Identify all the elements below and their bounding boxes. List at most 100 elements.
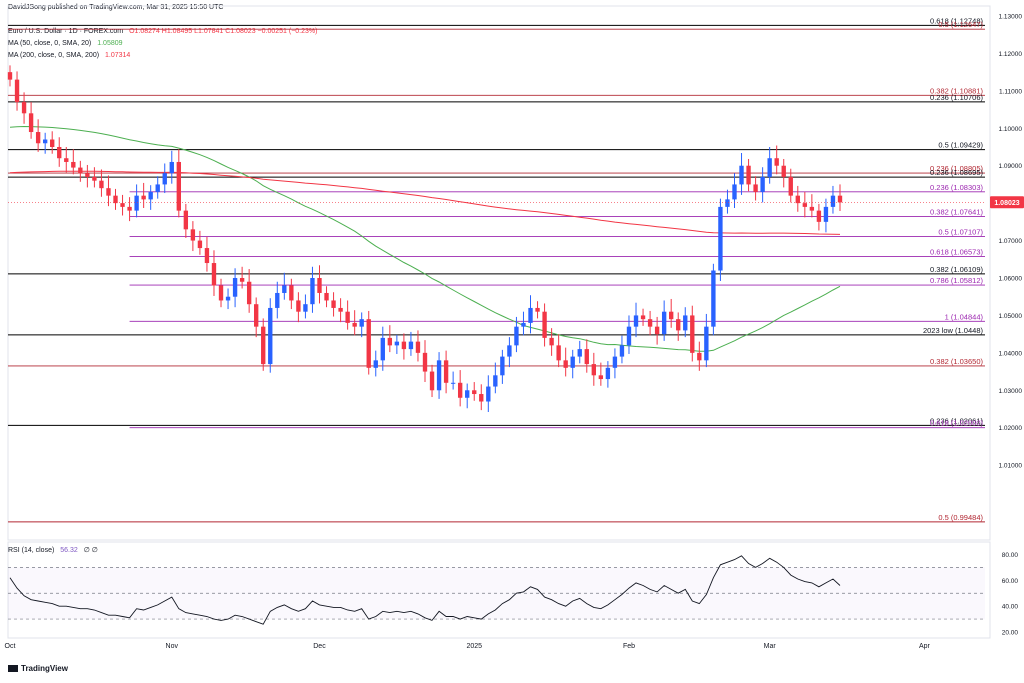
- candle-body: [683, 315, 688, 331]
- candle-body: [359, 319, 364, 327]
- candle: [282, 272, 287, 300]
- candle-body: [584, 349, 589, 365]
- level-label: 0.5 (0.99484): [938, 513, 983, 522]
- price-axis-tick-label: 1.06000: [999, 276, 1023, 283]
- candle-body: [486, 386, 491, 402]
- candle-body: [246, 281, 252, 305]
- candle: [450, 371, 456, 390]
- candle: [542, 303, 547, 347]
- candle: [718, 198, 723, 281]
- candle: [71, 149, 76, 175]
- candle-body: [422, 352, 428, 372]
- instrument-name[interactable]: Euro / U.S. Dollar · 1D · FOREX.com: [8, 28, 124, 35]
- level-label: 0.382 (1.06109): [930, 265, 983, 274]
- level-label: 0.786 (1.05812): [930, 276, 983, 285]
- candle: [246, 269, 252, 313]
- candle: [690, 305, 695, 362]
- candle-body: [324, 292, 329, 301]
- candle: [774, 145, 779, 175]
- price-axis-tick-label: 1.09000: [999, 163, 1023, 170]
- candle: [113, 188, 118, 210]
- candle-body: [261, 326, 266, 365]
- candle: [528, 295, 533, 334]
- candle-body: [197, 240, 203, 249]
- candle: [556, 334, 561, 368]
- candle: [429, 364, 435, 398]
- candle-body: [28, 113, 34, 133]
- candle-body: [275, 292, 280, 308]
- price-axis-tick-label: 1.10000: [999, 126, 1023, 133]
- level-label: 0.236 (1.10706): [930, 93, 983, 102]
- candle: [169, 150, 174, 184]
- candle-body: [42, 139, 48, 144]
- candle: [788, 168, 793, 203]
- level-label: 0.382 (1.10881): [930, 86, 983, 95]
- candle: [816, 203, 822, 231]
- candle-body: [120, 203, 125, 207]
- candle-body: [704, 326, 709, 361]
- candle: [261, 318, 266, 371]
- candle: [232, 268, 238, 308]
- candle: [296, 292, 301, 323]
- level-label: 1 (1.04844): [945, 312, 984, 321]
- candle: [465, 383, 470, 409]
- candle-body: [718, 206, 723, 271]
- candle-body: [732, 184, 737, 200]
- candle-body: [514, 326, 519, 346]
- candle-body: [387, 337, 393, 346]
- candle: [64, 147, 69, 173]
- instrument-legend: Euro / U.S. Dollar · 1D · FOREX.com O1.0…: [8, 28, 321, 35]
- candle: [106, 175, 111, 207]
- ma50-legend[interactable]: MA (50, close, 0, SMA, 20) 1.05809: [8, 40, 127, 47]
- candle-body: [99, 180, 104, 189]
- candle: [661, 300, 667, 341]
- candle-body: [493, 375, 498, 387]
- candle-body: [71, 161, 76, 168]
- candle: [190, 221, 196, 252]
- ma200-legend[interactable]: MA (200, close, 0, SMA, 200) 1.07314: [8, 52, 134, 59]
- candle: [380, 326, 385, 371]
- level-label: 0.382 (1.03650): [930, 357, 983, 366]
- candle: [802, 191, 808, 218]
- rsi-legend[interactable]: RSI (14, close) 56.32 ∅ ∅: [8, 546, 102, 554]
- candle-body: [479, 394, 484, 402]
- candle-body: [232, 278, 238, 297]
- candle-body: [366, 319, 371, 368]
- candle: [479, 384, 484, 411]
- rsi-axis-tick-label: 80.00: [1002, 552, 1019, 559]
- candle: [739, 152, 744, 195]
- candle: [732, 173, 737, 209]
- candle-body: [141, 195, 146, 200]
- candle-body: [176, 161, 181, 211]
- candle: [127, 197, 132, 222]
- candle: [612, 348, 618, 379]
- candle: [486, 375, 491, 412]
- candle-body: [697, 352, 702, 361]
- ma50-label: MA (50, close, 0, SMA, 20): [8, 40, 92, 47]
- level-label: 0.236 (1.02061): [930, 416, 983, 425]
- candle: [619, 335, 625, 364]
- candle-body: [85, 173, 90, 177]
- ma200-label: MA (200, close, 0, SMA, 200): [8, 52, 100, 59]
- rsi-axis-tick-label: 20.00: [1002, 630, 1019, 637]
- candle-body: [254, 304, 259, 327]
- candle: [676, 312, 681, 341]
- candle-body: [401, 341, 407, 350]
- candle-body: [394, 341, 400, 346]
- candle-body: [204, 248, 210, 264]
- candle: [809, 194, 815, 218]
- candle-body: [352, 322, 357, 327]
- candle: [197, 230, 203, 255]
- candle-body: [106, 188, 111, 196]
- candle: [92, 167, 97, 188]
- candle-body: [457, 382, 463, 398]
- candle: [42, 132, 48, 154]
- candle-body: [612, 356, 618, 368]
- candle: [324, 286, 329, 308]
- candle-body: [669, 311, 674, 320]
- candle: [85, 164, 90, 188]
- date-axis-tick-label: Oct: [5, 643, 16, 650]
- candle-body: [92, 176, 97, 181]
- ma200-line: [9, 170, 841, 235]
